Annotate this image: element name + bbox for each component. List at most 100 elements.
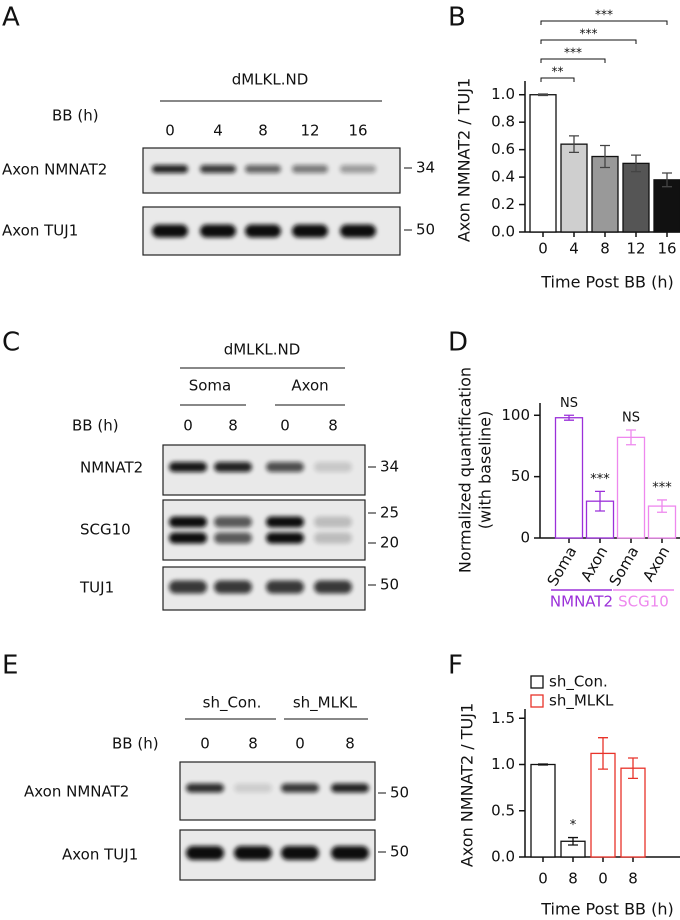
y-axis-label: (with baseline): [476, 411, 495, 530]
bar: [620, 767, 646, 858]
mw-marker: 20: [380, 534, 399, 552]
mw-marker: 34: [380, 458, 399, 476]
error-bar: [626, 429, 636, 446]
error-bar: [631, 154, 641, 173]
band: [169, 516, 207, 528]
significance-label: ***: [580, 27, 598, 41]
x-axis-label: Time Post BB (h): [540, 273, 673, 292]
group-label: sh_Con.: [203, 694, 262, 713]
band: [169, 532, 207, 544]
annotation: NS: [622, 411, 640, 426]
panel-letter: C: [2, 328, 20, 358]
row-label: Axon NMNAT2: [2, 161, 107, 179]
row-label: SCG10: [80, 521, 131, 539]
bar: [554, 417, 584, 539]
lane-label: 0: [280, 417, 290, 435]
band: [340, 224, 376, 238]
x-tick-label: 0: [538, 240, 548, 258]
band: [214, 580, 252, 594]
annotation: ***: [652, 480, 672, 495]
y-tick-label: 0: [520, 529, 530, 547]
y-tick-label: 0.4: [491, 168, 515, 186]
band: [234, 783, 272, 793]
annotation: *: [570, 818, 577, 833]
band: [200, 165, 236, 173]
group-label: Axon: [291, 377, 328, 395]
band: [152, 165, 188, 173]
blot-header: dMLKL.ND: [232, 71, 309, 89]
bar: [560, 143, 588, 233]
mw-marker: 50: [390, 784, 409, 802]
band: [245, 165, 281, 173]
band: [314, 580, 352, 594]
error-bar: [628, 757, 638, 780]
x-axis-label: Time Post BB (h): [540, 900, 673, 919]
y-tick-label: 0.2: [491, 195, 515, 213]
x-tick-label: 8: [600, 240, 610, 258]
significance-label: ***: [595, 8, 613, 22]
band: [292, 165, 328, 173]
lane-label: 8: [345, 735, 355, 753]
significance-label: **: [552, 65, 564, 79]
bar: [653, 179, 680, 233]
condition-label: BB (h): [112, 735, 159, 753]
band: [281, 846, 319, 860]
y-tick-label: 0.6: [491, 140, 515, 158]
lane-label: 0: [295, 735, 305, 753]
mw-marker: 50: [380, 576, 399, 594]
row-label: Axon TUJ1: [2, 222, 78, 240]
x-tick-label: Soma: [544, 543, 581, 589]
annotation: ***: [590, 472, 610, 487]
row-label: NMNAT2: [80, 459, 143, 477]
blot-header: dMLKL.ND: [224, 341, 301, 359]
band: [214, 532, 252, 544]
error-bar: [662, 172, 672, 188]
error-bar: [564, 414, 574, 421]
significance-bracket: [540, 77, 575, 82]
mw-marker: 25: [380, 504, 399, 522]
significance-bracket: [540, 20, 668, 25]
significance-bracket: [540, 39, 637, 44]
bar: [585, 500, 615, 539]
panel-letter: B: [448, 3, 466, 33]
band: [331, 846, 369, 860]
group-label: SCG10: [618, 593, 669, 611]
y-tick-label: 0.5: [491, 801, 515, 819]
row-label: Axon TUJ1: [62, 846, 138, 864]
band: [214, 462, 252, 472]
x-tick-label: 16: [657, 240, 676, 258]
lane-label: 8: [228, 417, 238, 435]
panel-letter: F: [448, 651, 463, 681]
lane-label: 8: [328, 417, 338, 435]
x-tick-label: Soma: [606, 543, 643, 589]
band: [152, 224, 188, 238]
y-tick-label: 0.8: [491, 113, 515, 131]
error-bar: [595, 490, 605, 512]
error-bar: [657, 499, 667, 513]
error-bar: [538, 93, 548, 97]
x-tick-label: 8: [568, 870, 578, 888]
band: [266, 580, 304, 594]
group-label: NMNAT2: [550, 593, 613, 611]
lane-label: 0: [183, 417, 193, 435]
band: [266, 532, 304, 544]
band: [281, 783, 319, 793]
band: [200, 224, 236, 238]
group-label: sh_MLKL: [293, 694, 358, 713]
x-tick-label: 12: [626, 240, 645, 258]
bar: [622, 162, 650, 233]
mw-marker: 34: [416, 159, 435, 177]
legend-label: sh_Con.: [549, 673, 608, 692]
y-tick-label: 50: [511, 467, 530, 485]
mw-marker: 50: [416, 221, 435, 239]
legend-swatch: [530, 675, 544, 689]
x-tick-label: 8: [628, 870, 638, 888]
y-tick-label: 1.5: [491, 709, 515, 727]
band: [186, 783, 224, 793]
bar: [616, 436, 646, 539]
y-tick-label: 0.0: [491, 848, 515, 866]
error-bar: [568, 836, 578, 846]
error-bar: [600, 144, 610, 169]
band: [169, 580, 207, 594]
